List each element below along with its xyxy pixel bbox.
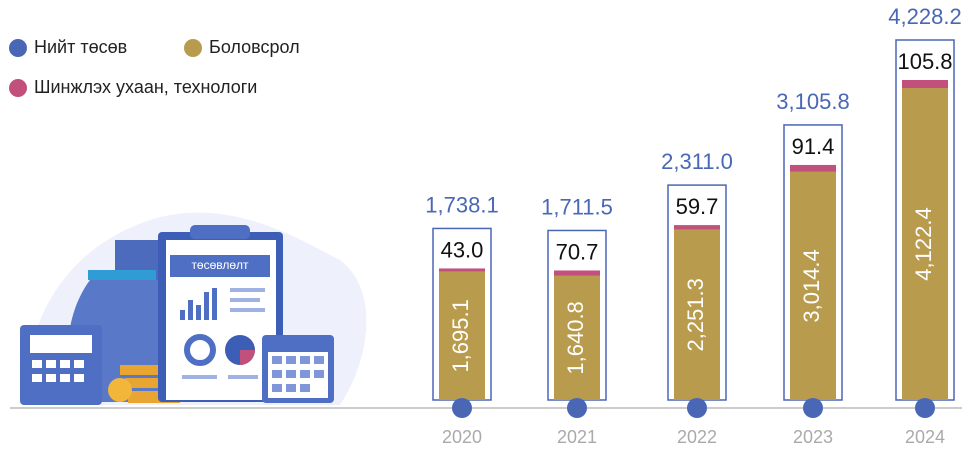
total-label: 1,738.1 [425,192,498,217]
value-label: 2,251.3 [683,278,708,351]
clipboard-label: төсөвлөлт [191,258,249,272]
x-tick-label: 2021 [557,427,597,447]
chart: төсөвлөлт Нийт төсөв Боловсрол Шинжлэх уха… [0,0,973,451]
legend-label: Боловсрол [209,37,300,57]
axis-dot [803,398,823,418]
bar-segment [439,268,485,271]
illustration: төсөвлөлт [20,213,366,405]
x-tick-label: 2020 [442,427,482,447]
value-label: 43.0 [441,237,484,262]
total-label: 1,711.5 [541,194,613,219]
axis-dot [915,398,935,418]
total-label: 2,311.0 [661,149,733,174]
value-label: 4,122.4 [911,207,936,280]
bar-segment [674,225,720,230]
value-label: 1,695.1 [448,299,473,372]
value-label: 3,014.4 [799,249,824,322]
total-label: 4,228.2 [888,4,961,29]
value-label: 59.7 [676,194,719,219]
value-label: 1,640.8 [563,301,588,374]
bar-segment [902,80,948,88]
axis-dot [687,398,707,418]
legend-swatch [184,39,202,57]
x-tick-label: 2022 [677,427,717,447]
axis-dot [567,398,587,418]
value-label: 105.8 [897,49,952,74]
x-tick-label: 2023 [793,427,833,447]
total-label: 3,105.8 [776,89,849,114]
legend-swatch [9,39,27,57]
legend-label: Нийт төсөв [34,37,127,57]
value-label: 70.7 [556,239,599,264]
bar-segment [554,270,600,275]
legend-label: Шинжлэх ухаан, технологи [34,77,257,97]
value-label: 91.4 [792,134,835,159]
legend-swatch [9,79,27,97]
bar-segment [790,165,836,172]
axis-dot [452,398,472,418]
x-tick-label: 2024 [905,427,945,447]
